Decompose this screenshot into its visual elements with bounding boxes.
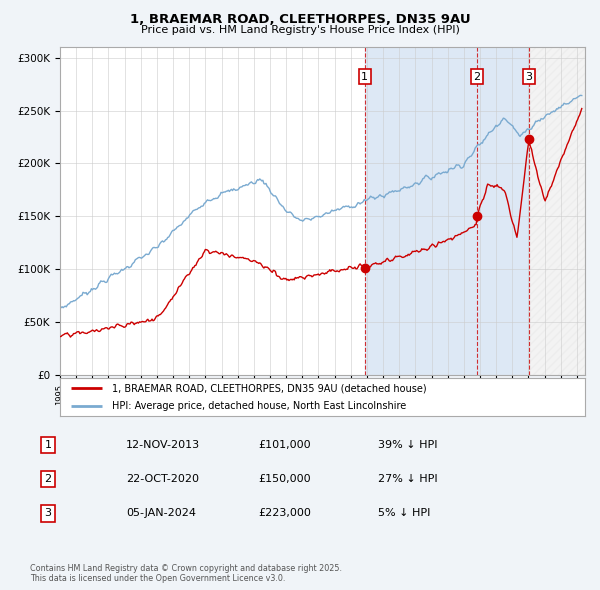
Text: HPI: Average price, detached house, North East Lincolnshire: HPI: Average price, detached house, Nort…: [113, 401, 407, 411]
Text: 22-OCT-2020: 22-OCT-2020: [126, 474, 199, 484]
Text: 1, BRAEMAR ROAD, CLEETHORPES, DN35 9AU (detached house): 1, BRAEMAR ROAD, CLEETHORPES, DN35 9AU (…: [113, 384, 427, 394]
Text: 1, BRAEMAR ROAD, CLEETHORPES, DN35 9AU: 1, BRAEMAR ROAD, CLEETHORPES, DN35 9AU: [130, 13, 470, 26]
Text: 2: 2: [473, 71, 481, 81]
Text: Contains HM Land Registry data © Crown copyright and database right 2025.
This d: Contains HM Land Registry data © Crown c…: [30, 563, 342, 583]
Text: 3: 3: [526, 71, 532, 81]
Text: 39% ↓ HPI: 39% ↓ HPI: [378, 440, 437, 450]
Text: 3: 3: [44, 509, 52, 518]
Text: £101,000: £101,000: [258, 440, 311, 450]
Text: 2: 2: [44, 474, 52, 484]
Text: Price paid vs. HM Land Registry's House Price Index (HPI): Price paid vs. HM Land Registry's House …: [140, 25, 460, 35]
Text: 5% ↓ HPI: 5% ↓ HPI: [378, 509, 430, 518]
Text: 05-JAN-2024: 05-JAN-2024: [126, 509, 196, 518]
Text: 1: 1: [361, 71, 368, 81]
Bar: [529, 47, 585, 375]
Bar: [365, 47, 529, 375]
Text: 1: 1: [44, 440, 52, 450]
Text: 27% ↓ HPI: 27% ↓ HPI: [378, 474, 437, 484]
Text: 12-NOV-2013: 12-NOV-2013: [126, 440, 200, 450]
Text: £150,000: £150,000: [258, 474, 311, 484]
Text: £223,000: £223,000: [258, 509, 311, 518]
